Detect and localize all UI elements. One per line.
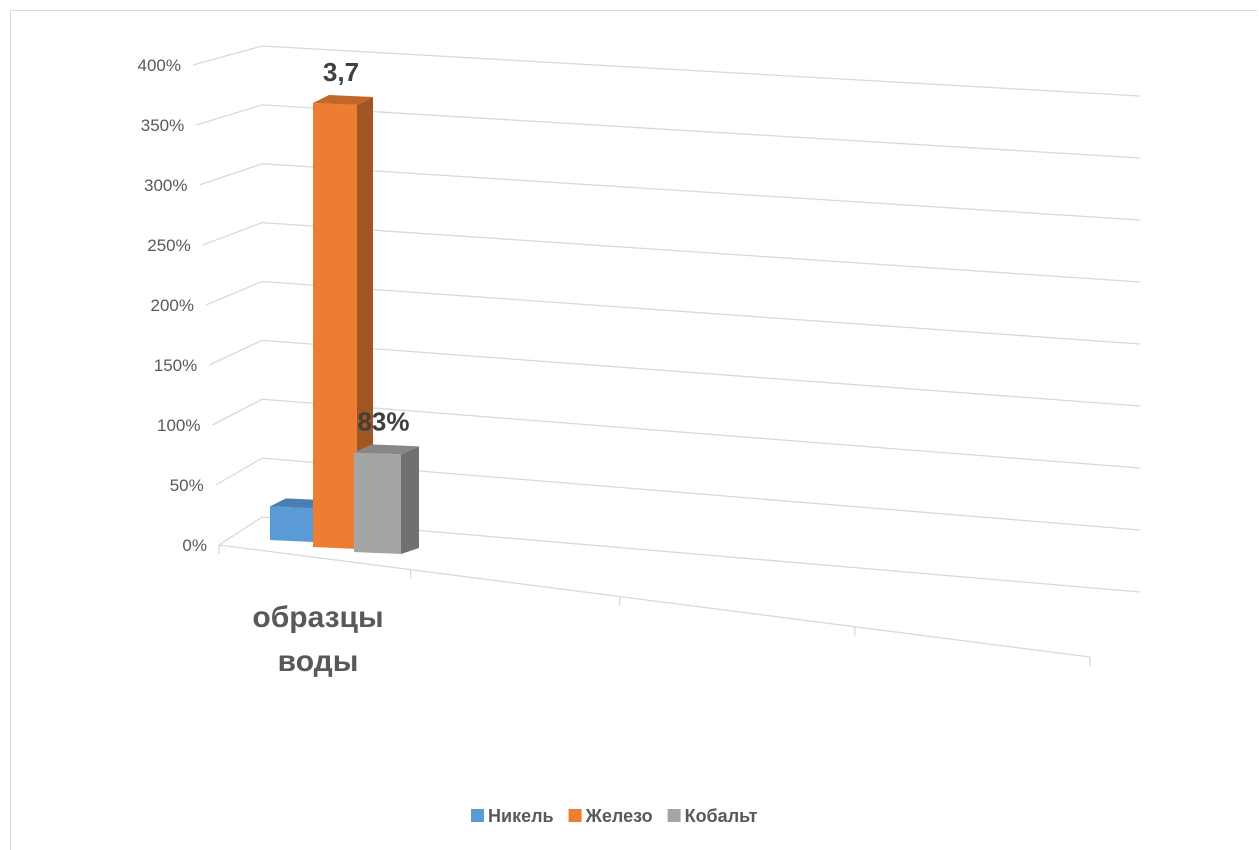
- legend-item: Никель: [471, 806, 554, 826]
- y-tick-label: 50%: [170, 476, 204, 495]
- gridline: [196, 104, 1141, 159]
- gridlines: [192, 45, 1141, 593]
- y-tick-label: 0%: [182, 536, 207, 555]
- legend-label: Железо: [585, 806, 653, 826]
- gridline: [202, 221, 1141, 283]
- x-axis-line: [218, 544, 1091, 658]
- x-axis: [218, 544, 1091, 666]
- bars: [270, 95, 419, 554]
- category-label-line: воды: [278, 645, 359, 678]
- legend-label: Никель: [488, 806, 554, 826]
- y-axis-ticks: 0% 50% 100% 150% 200% 250% 300% 350% 400%: [138, 56, 207, 555]
- legend-label: Кобальт: [685, 806, 758, 826]
- gridline: [215, 457, 1141, 531]
- bar-top-face: [313, 95, 373, 105]
- gridline: [199, 163, 1141, 221]
- bar-3: [354, 444, 419, 554]
- y-tick-label: 400%: [138, 56, 181, 75]
- gridline: [208, 339, 1141, 407]
- y-tick-label: 150%: [154, 356, 197, 375]
- gridline: [205, 280, 1141, 345]
- legend-swatch: [667, 809, 681, 822]
- category-label-line: образцы: [252, 601, 383, 634]
- bar-top-face: [354, 444, 419, 455]
- legend-item: Кобальт: [667, 806, 758, 826]
- bar-front-face: [313, 103, 357, 549]
- bar-side-face: [401, 446, 419, 554]
- bar-side-face: [357, 97, 373, 549]
- gridline: [192, 45, 1141, 97]
- legend: Никель Железо Кобальт: [471, 806, 758, 826]
- data-label: 83%: [357, 406, 409, 436]
- legend-swatch: [471, 809, 484, 822]
- legend-item: Железо: [568, 806, 653, 826]
- legend-swatch: [568, 809, 582, 822]
- gridline: [218, 516, 1141, 593]
- y-tick-label: 100%: [157, 416, 200, 435]
- bar-2: [313, 95, 373, 549]
- data-labels: 3,7 83%: [323, 57, 410, 436]
- y-tick-label: 200%: [151, 296, 194, 315]
- y-tick-label: 350%: [141, 116, 184, 135]
- chart-frame: [10, 10, 1257, 850]
- y-tick-label: 300%: [144, 176, 187, 195]
- y-tick-label: 250%: [147, 236, 190, 255]
- bar-front-face: [354, 452, 401, 554]
- bar-front-face: [270, 506, 313, 542]
- data-label: 3,7: [323, 57, 359, 87]
- category-axis-label: образцы воды: [252, 601, 383, 678]
- gridline: [212, 398, 1141, 469]
